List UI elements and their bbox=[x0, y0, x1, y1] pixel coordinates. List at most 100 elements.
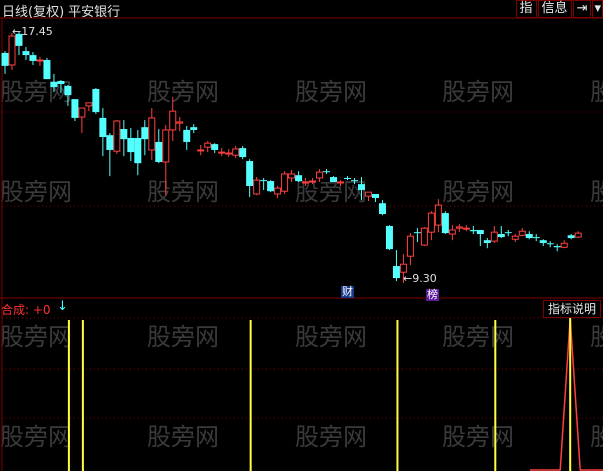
candle-body-down bbox=[295, 175, 303, 182]
candle-body-down bbox=[64, 85, 72, 96]
watermark: 股旁网 bbox=[147, 178, 219, 206]
candle-body-down bbox=[92, 88, 100, 113]
candle-body-down bbox=[190, 127, 198, 130]
candle-body-down bbox=[120, 129, 128, 140]
chart-title: 日线(复权) 平安银行 bbox=[2, 1, 124, 20]
candle-body-up bbox=[274, 187, 282, 195]
candle-body-down bbox=[134, 137, 142, 164]
watermark: 股旁网 bbox=[147, 323, 219, 351]
candle-body-down bbox=[525, 234, 533, 239]
candle-body-up bbox=[148, 117, 156, 151]
candle-body-up bbox=[560, 242, 568, 248]
watermark: 股旁网 bbox=[590, 78, 603, 106]
stock-name: 平安银行 bbox=[68, 5, 121, 20]
candle-body-down bbox=[22, 51, 30, 56]
watermark: 股旁网 bbox=[442, 423, 514, 451]
candle-body-up bbox=[316, 171, 324, 179]
info-button[interactable]: 信息 bbox=[537, 0, 572, 18]
candle-body-down bbox=[267, 181, 275, 192]
candle-body-up bbox=[288, 173, 296, 179]
watermark: 股旁网 bbox=[442, 323, 514, 351]
finance-marker[interactable]: 财 bbox=[341, 285, 354, 298]
candle-body-up bbox=[364, 191, 372, 197]
candle-body-down bbox=[504, 232, 512, 234]
candle-body-up bbox=[455, 226, 463, 229]
candle-body-up bbox=[302, 181, 310, 184]
candle-body-down bbox=[344, 177, 352, 179]
candle-body-down bbox=[260, 180, 268, 182]
candle-body-up bbox=[399, 263, 407, 273]
candle-body-down bbox=[483, 240, 491, 243]
candle-body-down bbox=[99, 117, 107, 138]
arrow-down-icon: ↓ bbox=[57, 299, 68, 314]
watermark: 股旁网 bbox=[295, 78, 367, 106]
candle-body-down bbox=[378, 203, 386, 215]
candle-body-up bbox=[511, 235, 519, 240]
candle-body-up bbox=[169, 110, 177, 131]
candle-body-down bbox=[392, 266, 400, 279]
candle-body-down bbox=[330, 177, 338, 182]
watermark: 股旁网 bbox=[0, 423, 72, 451]
candle-body-down bbox=[441, 213, 449, 234]
candle-body-down bbox=[532, 237, 540, 239]
candle-body-down bbox=[43, 60, 51, 80]
high-price-label: ←17.45 bbox=[12, 25, 53, 38]
toolbar: 指 信息 ⇥ ▾ bbox=[515, 0, 603, 18]
candle-body-down bbox=[567, 235, 575, 239]
candle-body-down bbox=[323, 171, 331, 173]
candle-body-down bbox=[357, 184, 365, 190]
candle-body-down bbox=[15, 33, 23, 46]
skip-forward-icon[interactable]: ⇥ bbox=[572, 0, 592, 18]
candle-body-down bbox=[497, 234, 505, 238]
candle-body-up bbox=[309, 180, 317, 183]
candle-body-down bbox=[71, 99, 79, 118]
watermark: 股旁网 bbox=[295, 323, 367, 351]
candle-body-down bbox=[106, 135, 114, 150]
candle-body-down bbox=[183, 129, 191, 142]
candle-body-down bbox=[539, 240, 547, 243]
watermark: 股旁网 bbox=[442, 178, 514, 206]
low-price-label: ←9.30 bbox=[403, 272, 437, 285]
indicator-button[interactable]: 指 bbox=[515, 0, 537, 18]
candle-body-down bbox=[546, 243, 554, 245]
candle-body-up bbox=[113, 120, 121, 152]
candle-body-down bbox=[50, 81, 58, 88]
candle-body-up bbox=[427, 212, 435, 233]
candle-body-down bbox=[413, 232, 421, 234]
candle-body-down bbox=[469, 230, 477, 232]
candle-body-up bbox=[218, 151, 226, 154]
candle-body-down bbox=[1, 52, 9, 66]
ranking-marker[interactable]: 榜 bbox=[426, 288, 439, 301]
candle-body-up bbox=[36, 59, 44, 62]
candle-body-up bbox=[281, 173, 289, 192]
period-label[interactable]: 日线(复权) bbox=[2, 5, 65, 20]
candle-body-up bbox=[162, 129, 170, 163]
candle-body-up bbox=[232, 148, 240, 156]
candle-body-up bbox=[8, 35, 16, 66]
candle-body-up bbox=[420, 227, 428, 246]
watermark: 股旁网 bbox=[442, 78, 514, 106]
candle-body-down bbox=[155, 141, 163, 162]
candle-body-up bbox=[406, 235, 414, 257]
candle-body-up bbox=[518, 230, 526, 236]
candle-body-down bbox=[127, 137, 135, 153]
indicator-help-button[interactable]: 指标说明 bbox=[542, 300, 601, 318]
candle-body-down bbox=[29, 55, 37, 61]
candle-body-up bbox=[176, 121, 184, 124]
candle-body-down bbox=[246, 161, 254, 186]
watermark: 股旁网 bbox=[0, 323, 72, 351]
candle-body-up bbox=[462, 227, 470, 230]
dropdown-icon[interactable]: ▾ bbox=[592, 0, 603, 18]
candle-body-up bbox=[225, 152, 233, 155]
candle-body-up bbox=[434, 204, 442, 226]
watermark: 股旁网 bbox=[147, 423, 219, 451]
candle-body-up bbox=[448, 229, 456, 235]
candle-body-down bbox=[385, 226, 393, 250]
candle-body-down bbox=[211, 144, 219, 150]
watermark: 股旁网 bbox=[295, 423, 367, 451]
candle-body-up bbox=[204, 142, 212, 148]
candle-body-down bbox=[57, 80, 65, 85]
candle-body-down bbox=[476, 230, 484, 235]
candle-body-down bbox=[371, 193, 379, 198]
